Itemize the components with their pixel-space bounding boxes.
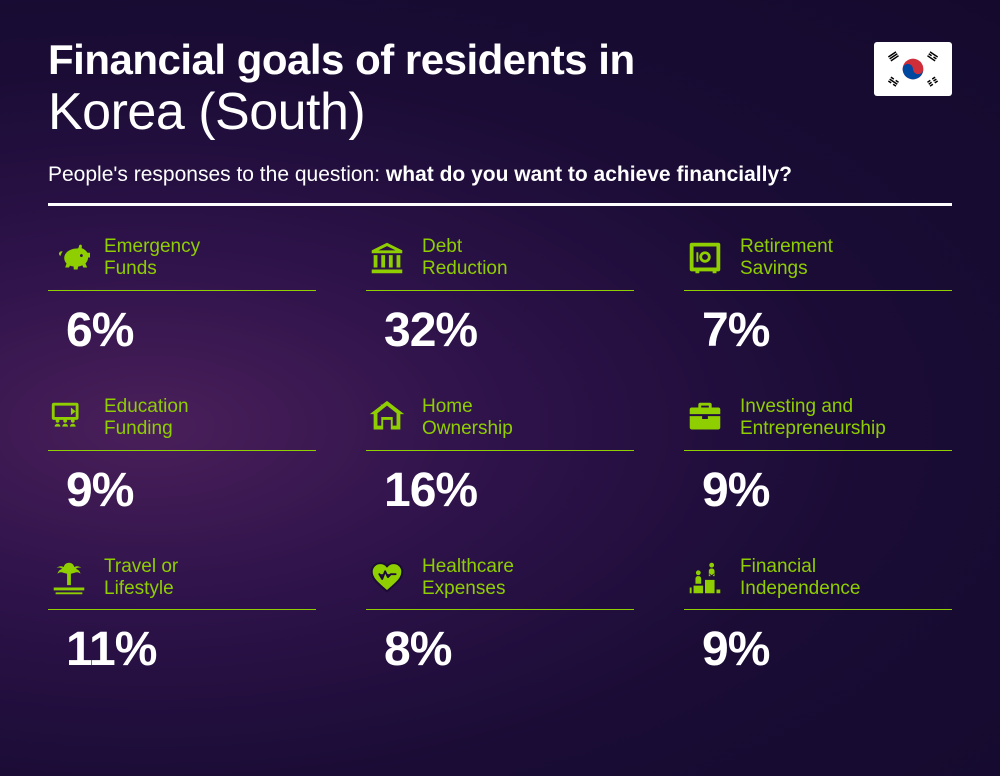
safe-icon	[684, 237, 726, 279]
goal-label-line2: Entrepreneurship	[740, 418, 886, 439]
subtitle-prefix: People's responses to the question:	[48, 163, 386, 186]
podium-icon	[684, 557, 726, 599]
goal-label-line2: Independence	[740, 578, 860, 599]
divider	[48, 203, 952, 206]
korea-flag-icon	[874, 42, 952, 96]
goal-percentage: 9%	[702, 463, 952, 518]
goal-percentage: 32%	[384, 303, 634, 358]
goal-label-line1: Travel or	[104, 556, 178, 577]
goal-label-line1: Education	[104, 396, 189, 417]
title-line-1: Financial goals of residents in	[48, 38, 874, 82]
goal-label-line1: Home	[422, 396, 473, 417]
goal-label: Investing and Entrepreneurship	[740, 396, 886, 440]
education-icon	[48, 397, 90, 439]
goal-cell: Travel or Lifestyle 11%	[48, 556, 316, 678]
goal-label-line1: Debt	[422, 236, 462, 257]
goal-cell: Retirement Savings 7%	[684, 236, 952, 358]
house-icon	[366, 397, 408, 439]
goal-cell: Healthcare Expenses 8%	[366, 556, 634, 678]
heart-icon	[366, 557, 408, 599]
goal-percentage: 7%	[702, 303, 952, 358]
goal-cell: Investing and Entrepreneurship 9%	[684, 396, 952, 518]
goal-label-line1: Retirement	[740, 236, 833, 257]
briefcase-icon	[684, 397, 726, 439]
header: Financial goals of residents in Korea (S…	[48, 38, 952, 141]
goal-percentage: 16%	[384, 463, 634, 518]
subtitle: People's responses to the question: what…	[48, 163, 952, 187]
bank-icon	[366, 237, 408, 279]
goal-label: Financial Independence	[740, 556, 860, 600]
goal-percentage: 8%	[384, 622, 634, 677]
goal-label-line1: Financial	[740, 556, 816, 577]
goal-cell: Debt Reduction 32%	[366, 236, 634, 358]
goal-label: Retirement Savings	[740, 236, 833, 280]
piggy-icon	[48, 237, 90, 279]
goal-label: Emergency Funds	[104, 236, 200, 280]
goal-percentage: 6%	[66, 303, 316, 358]
goal-label-line1: Investing and	[740, 396, 853, 417]
goal-cell: Financial Independence 9%	[684, 556, 952, 678]
goal-label-line2: Expenses	[422, 578, 505, 599]
goal-label: Debt Reduction	[422, 236, 508, 280]
goal-label: Home Ownership	[422, 396, 513, 440]
goal-label-line2: Lifestyle	[104, 578, 174, 599]
goal-label-line2: Reduction	[422, 258, 508, 279]
goal-label: Travel or Lifestyle	[104, 556, 178, 600]
goal-cell: Emergency Funds 6%	[48, 236, 316, 358]
goal-cell: Home Ownership 16%	[366, 396, 634, 518]
goal-label-line1: Healthcare	[422, 556, 514, 577]
goal-label-line2: Funding	[104, 418, 173, 439]
goal-label-line2: Savings	[740, 258, 808, 279]
goal-label-line2: Ownership	[422, 418, 513, 439]
goal-label-line1: Emergency	[104, 236, 200, 257]
palm-icon	[48, 557, 90, 599]
goal-label: Education Funding	[104, 396, 189, 440]
goals-grid: Emergency Funds 6% Debt Reduction 32% Re…	[48, 236, 952, 677]
title-line-2: Korea (South)	[48, 84, 874, 141]
goal-percentage: 9%	[66, 463, 316, 518]
goal-percentage: 11%	[66, 622, 316, 677]
goal-label: Healthcare Expenses	[422, 556, 514, 600]
subtitle-question: what do you want to achieve financially?	[386, 163, 792, 186]
goal-cell: Education Funding 9%	[48, 396, 316, 518]
goal-label-line2: Funds	[104, 258, 157, 279]
goal-percentage: 9%	[702, 622, 952, 677]
